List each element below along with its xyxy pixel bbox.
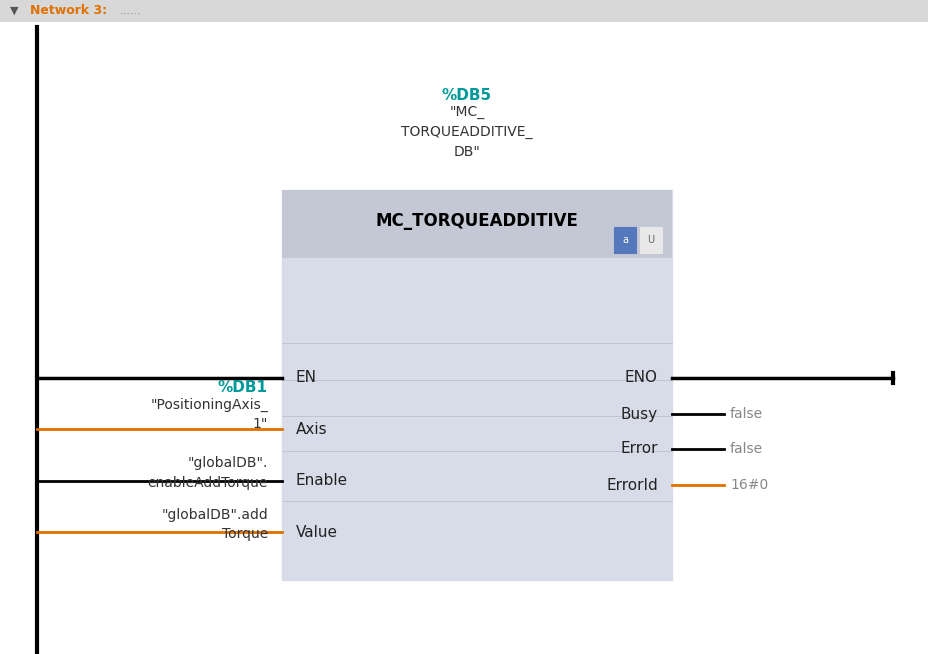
- Bar: [282, 190, 671, 580]
- Text: "globalDB".
enableAddTorque: "globalDB". enableAddTorque: [148, 456, 267, 490]
- Text: Error: Error: [620, 441, 657, 456]
- Text: MC_TORQUEADDITIVE: MC_TORQUEADDITIVE: [375, 212, 578, 230]
- Bar: [0, 0, 928, 22]
- Bar: [639, 228, 662, 253]
- Text: ▼: ▼: [9, 6, 19, 16]
- Text: a: a: [622, 235, 627, 245]
- Text: Enable: Enable: [296, 473, 348, 489]
- Text: false: false: [729, 407, 762, 421]
- Text: EN: EN: [296, 370, 316, 385]
- Text: Busy: Busy: [620, 407, 657, 422]
- Text: "globalDB".add
Torque: "globalDB".add Torque: [161, 508, 267, 541]
- Text: ErrorId: ErrorId: [606, 477, 657, 492]
- Text: 16#0: 16#0: [729, 478, 767, 492]
- Text: ......: ......: [120, 6, 142, 16]
- Text: Network 3:: Network 3:: [30, 5, 107, 18]
- Bar: [282, 190, 671, 258]
- Text: "MC_
TORQUEADDITIVE_
DB": "MC_ TORQUEADDITIVE_ DB": [401, 105, 532, 158]
- Text: %DB1: %DB1: [218, 380, 267, 395]
- Text: Axis: Axis: [296, 422, 328, 437]
- Text: U: U: [647, 235, 654, 245]
- Bar: [613, 228, 636, 253]
- Text: false: false: [729, 441, 762, 456]
- Text: ENO: ENO: [625, 370, 657, 385]
- Text: "PositioningAxis_
1": "PositioningAxis_ 1": [150, 398, 267, 431]
- Text: Value: Value: [296, 525, 338, 540]
- Text: %DB5: %DB5: [442, 88, 492, 103]
